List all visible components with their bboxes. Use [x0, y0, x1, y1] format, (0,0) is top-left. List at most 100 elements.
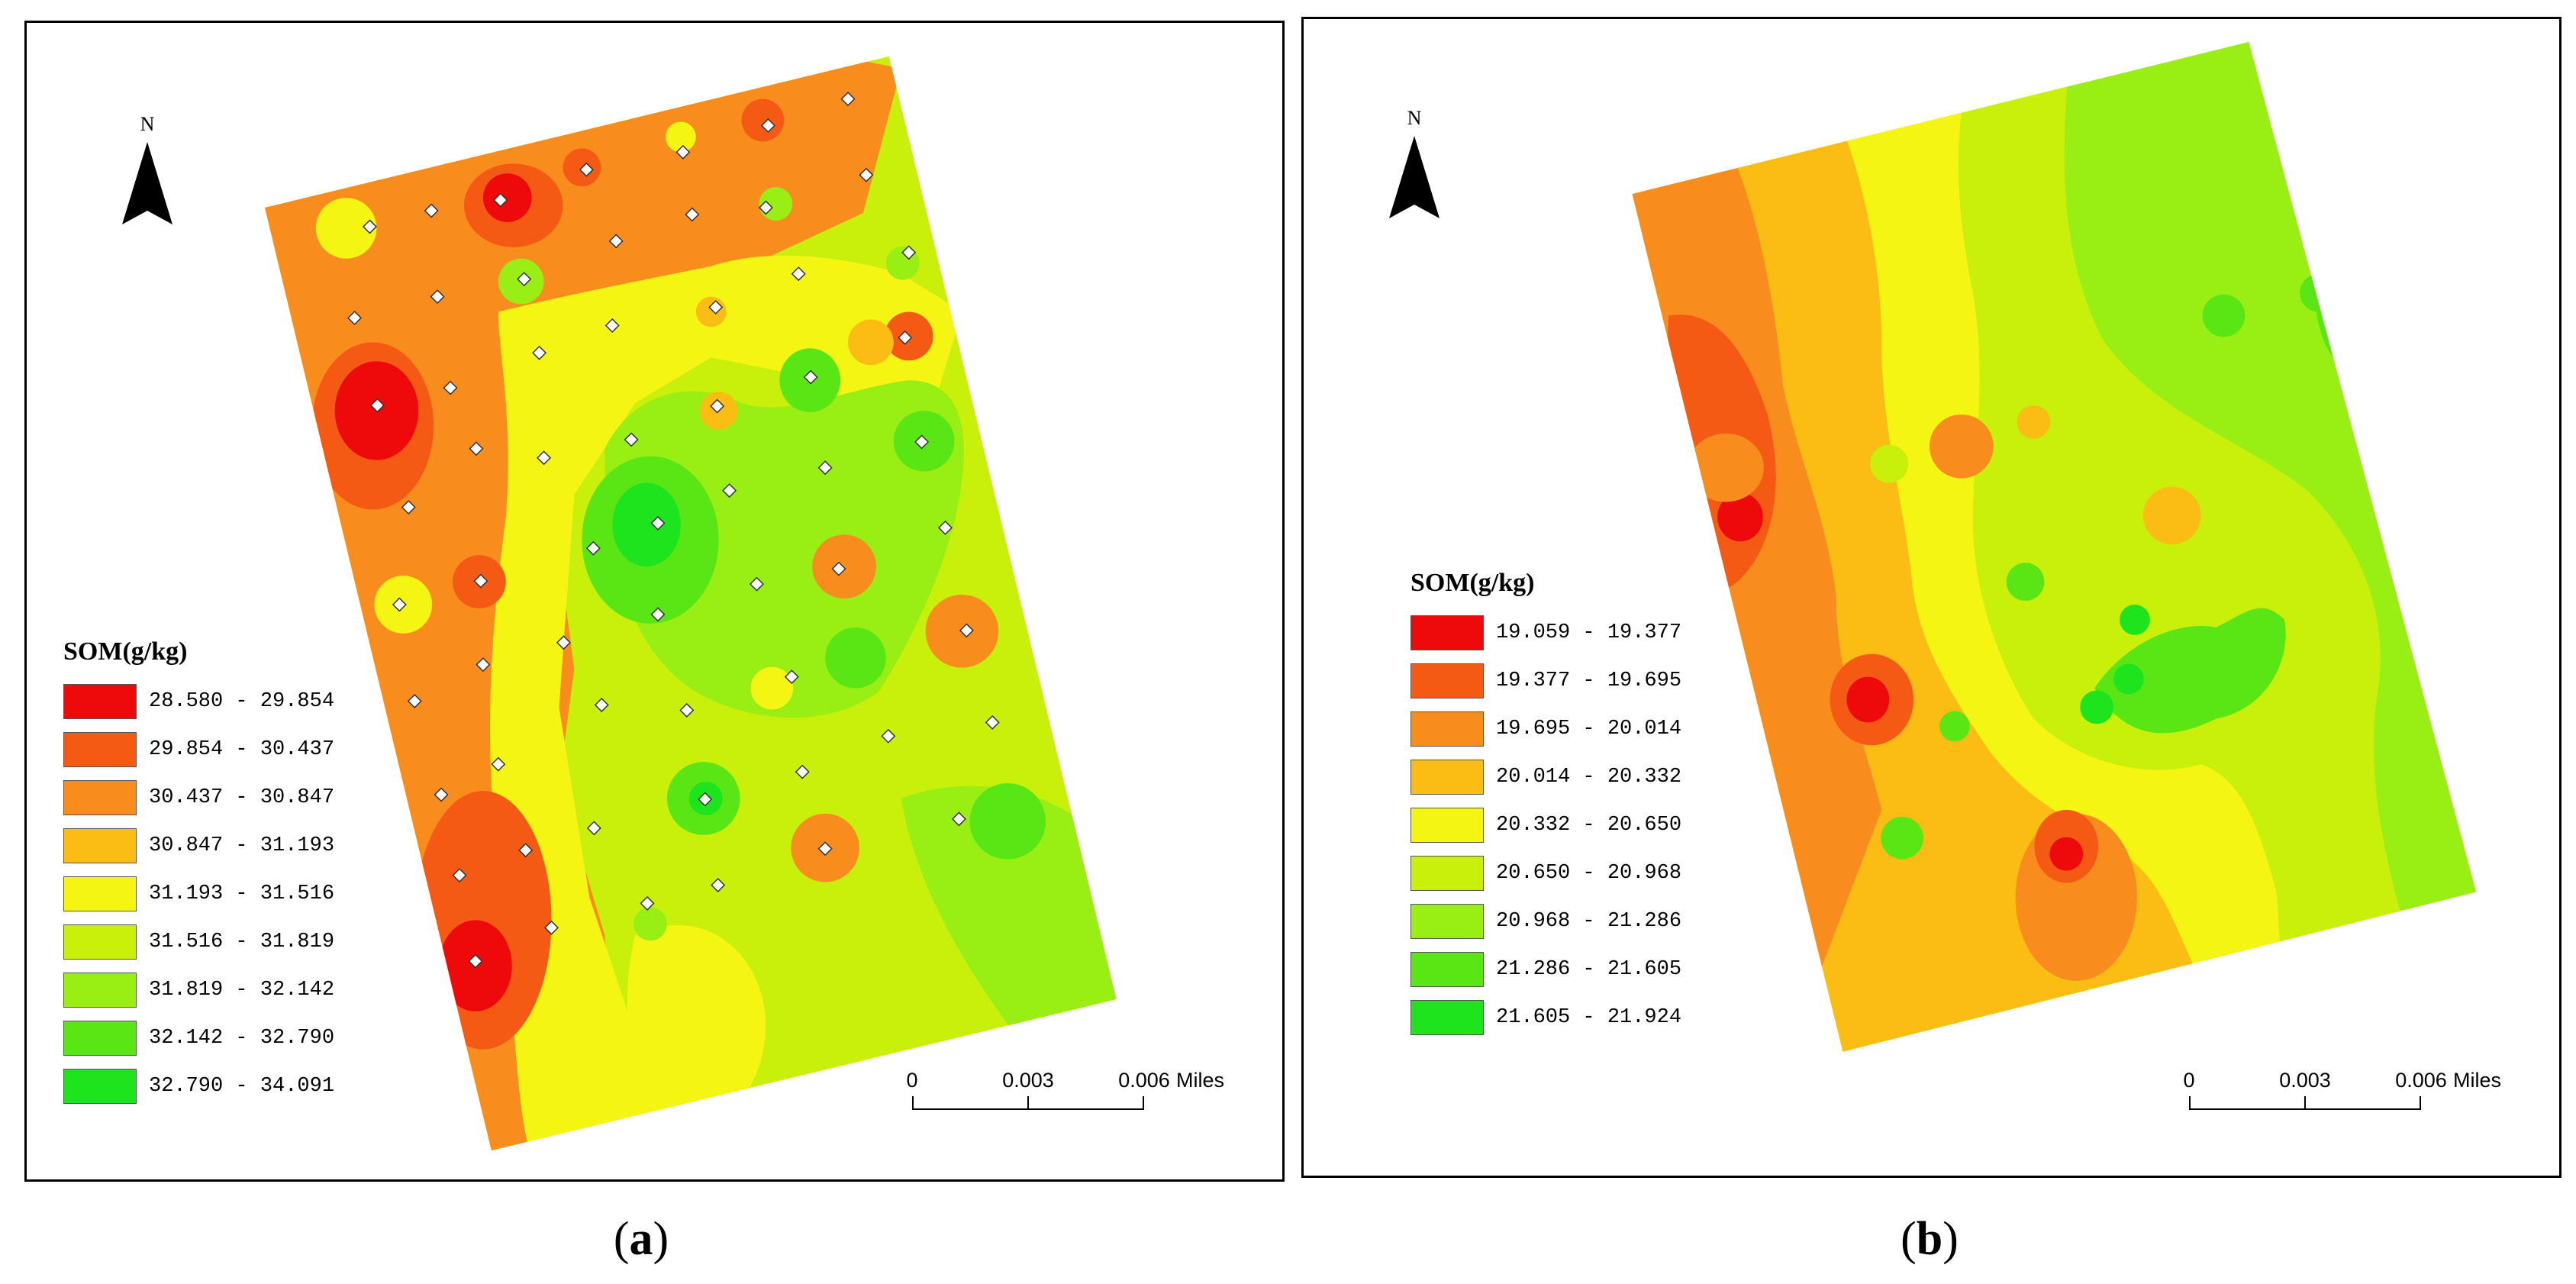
sample-point [586, 821, 601, 836]
sample-point [685, 207, 700, 222]
sample-point [579, 162, 594, 177]
map-panel-b: N SOM(g/kg) 19.059 - 19.377 19.377 - 19.6… [1301, 17, 2561, 1178]
zone-class-3 [1930, 414, 1994, 479]
sample-point [698, 792, 713, 807]
scale-tick [912, 1096, 914, 1110]
legend-swatch [63, 828, 137, 863]
sample-point [424, 203, 439, 218]
sample-point [473, 573, 488, 589]
legend-label: 21.286 - 21.605 [1496, 957, 1682, 981]
zone-class-1 [482, 173, 532, 222]
legend-row: 20.650 - 20.968 [1411, 849, 1681, 897]
caption-letter: a [629, 1213, 653, 1265]
sample-point [881, 728, 896, 744]
legend-title: SOM(g/kg) [63, 637, 188, 666]
sample-point [675, 144, 691, 160]
legend-title: SOM(g/kg) [1411, 569, 1535, 597]
scale-tick-label: 0 [2183, 1069, 2195, 1092]
sample-point [594, 697, 609, 712]
legend-label: 19.695 - 20.014 [1496, 717, 1682, 740]
zone-class-4 [1755, 973, 1802, 1019]
sample-point [937, 520, 953, 535]
legend-label: 19.377 - 19.695 [1496, 669, 1682, 692]
class-zones [1632, 41, 2559, 1052]
scale-tick-label: 0.006 [2395, 1069, 2447, 1092]
map-panel-a: N SOM(g/kg) 28.580 - 29.854 29.854 - 30.4… [24, 21, 1285, 1182]
zone-class-4 [695, 296, 727, 327]
zone-class-8 [2006, 563, 2045, 601]
sample-point [1304, 637, 1310, 650]
legend-row: 20.014 - 20.332 [1411, 753, 1681, 801]
legend-row: 19.695 - 20.014 [1411, 705, 1681, 753]
north-arrow: N [117, 113, 178, 226]
legend-label: 20.650 - 20.968 [1496, 861, 1682, 885]
zone-class-5 [665, 121, 696, 153]
zone-class-9 [2524, 713, 2558, 747]
zone-class-9 [2534, 833, 2559, 863]
legend-label: 20.968 - 21.286 [1496, 909, 1682, 933]
legend-row: 32.142 - 32.790 [63, 1014, 334, 1062]
scale-tick-label: 0 [906, 1069, 918, 1092]
legend-swatch [1411, 711, 1484, 747]
sample-point [859, 167, 874, 182]
legend-row: 31.193 - 31.516 [63, 869, 334, 918]
sample-point [392, 597, 407, 612]
sample-point [624, 432, 639, 447]
sample-point [760, 118, 775, 133]
legend-label: 32.790 - 34.091 [149, 1074, 335, 1098]
scale-tick-label: 0.006 [1118, 1069, 1170, 1092]
sample-point [679, 702, 695, 718]
legend-swatch [1411, 999, 1484, 1035]
legend-row: 28.580 - 29.854 [63, 677, 334, 725]
sample-point [650, 515, 666, 531]
scale-tick [2304, 1096, 2306, 1110]
scale-tick [2420, 1096, 2421, 1110]
scale-bar: 0 0.003 0.006 Miles [2183, 1069, 2501, 1130]
zone-class-8 [2300, 273, 2338, 312]
scale-tick-label: 0.003 [2279, 1069, 2331, 1092]
legend-swatch [63, 972, 137, 1008]
som-interpolation-map-a [265, 56, 1117, 1151]
legend-label: 32.142 - 32.790 [149, 1026, 335, 1050]
legend-row: 21.605 - 21.924 [1411, 993, 1681, 1041]
zone-class-5 [627, 924, 766, 1141]
sample-point [803, 369, 818, 385]
legend-label: 28.580 - 29.854 [149, 689, 335, 713]
zone-class-2 [741, 98, 785, 142]
legend-classes: 19.059 - 19.377 19.377 - 19.695 19.695 - 2… [1411, 608, 1681, 1041]
scale-units: Miles [2453, 1069, 2502, 1092]
sample-point [1314, 702, 1327, 715]
sample-point [556, 635, 571, 650]
sample-point [491, 757, 506, 772]
north-arrow-icon [122, 142, 172, 224]
zone-class-9 [2120, 604, 2150, 635]
zone-class-4 [2142, 486, 2201, 545]
sample-point [452, 868, 467, 883]
sample-point [605, 318, 620, 333]
legend-row: 31.516 - 31.819 [63, 918, 334, 966]
sample-point [722, 483, 737, 498]
sample-point [443, 380, 458, 395]
zone-class-4 [847, 319, 894, 366]
scale-tick [1027, 1096, 1029, 1110]
legend-row: 21.286 - 21.605 [1411, 945, 1681, 993]
sample-point [749, 576, 764, 592]
legend-swatch [63, 1020, 137, 1056]
legend-swatch [63, 731, 137, 767]
legend-swatch [1411, 903, 1484, 939]
sample-point [985, 715, 1000, 730]
scale-tick-label: 0.003 [1002, 1069, 1054, 1092]
legend-label: 31.516 - 31.819 [149, 930, 335, 953]
sample-points [347, 92, 1000, 969]
legend-swatch [1411, 951, 1484, 987]
scale-tick [1143, 1096, 1144, 1110]
sample-point [708, 300, 724, 315]
zone-class-8 [969, 783, 1046, 860]
caption-b: (b) [1901, 1213, 1959, 1265]
legend-label: 30.437 - 30.847 [149, 786, 335, 809]
sample-point [347, 310, 363, 325]
sample-point [898, 330, 913, 345]
sample-point [1304, 793, 1306, 806]
legend-label: 21.605 - 21.924 [1496, 1005, 1682, 1029]
zone-class-5 [750, 666, 794, 710]
